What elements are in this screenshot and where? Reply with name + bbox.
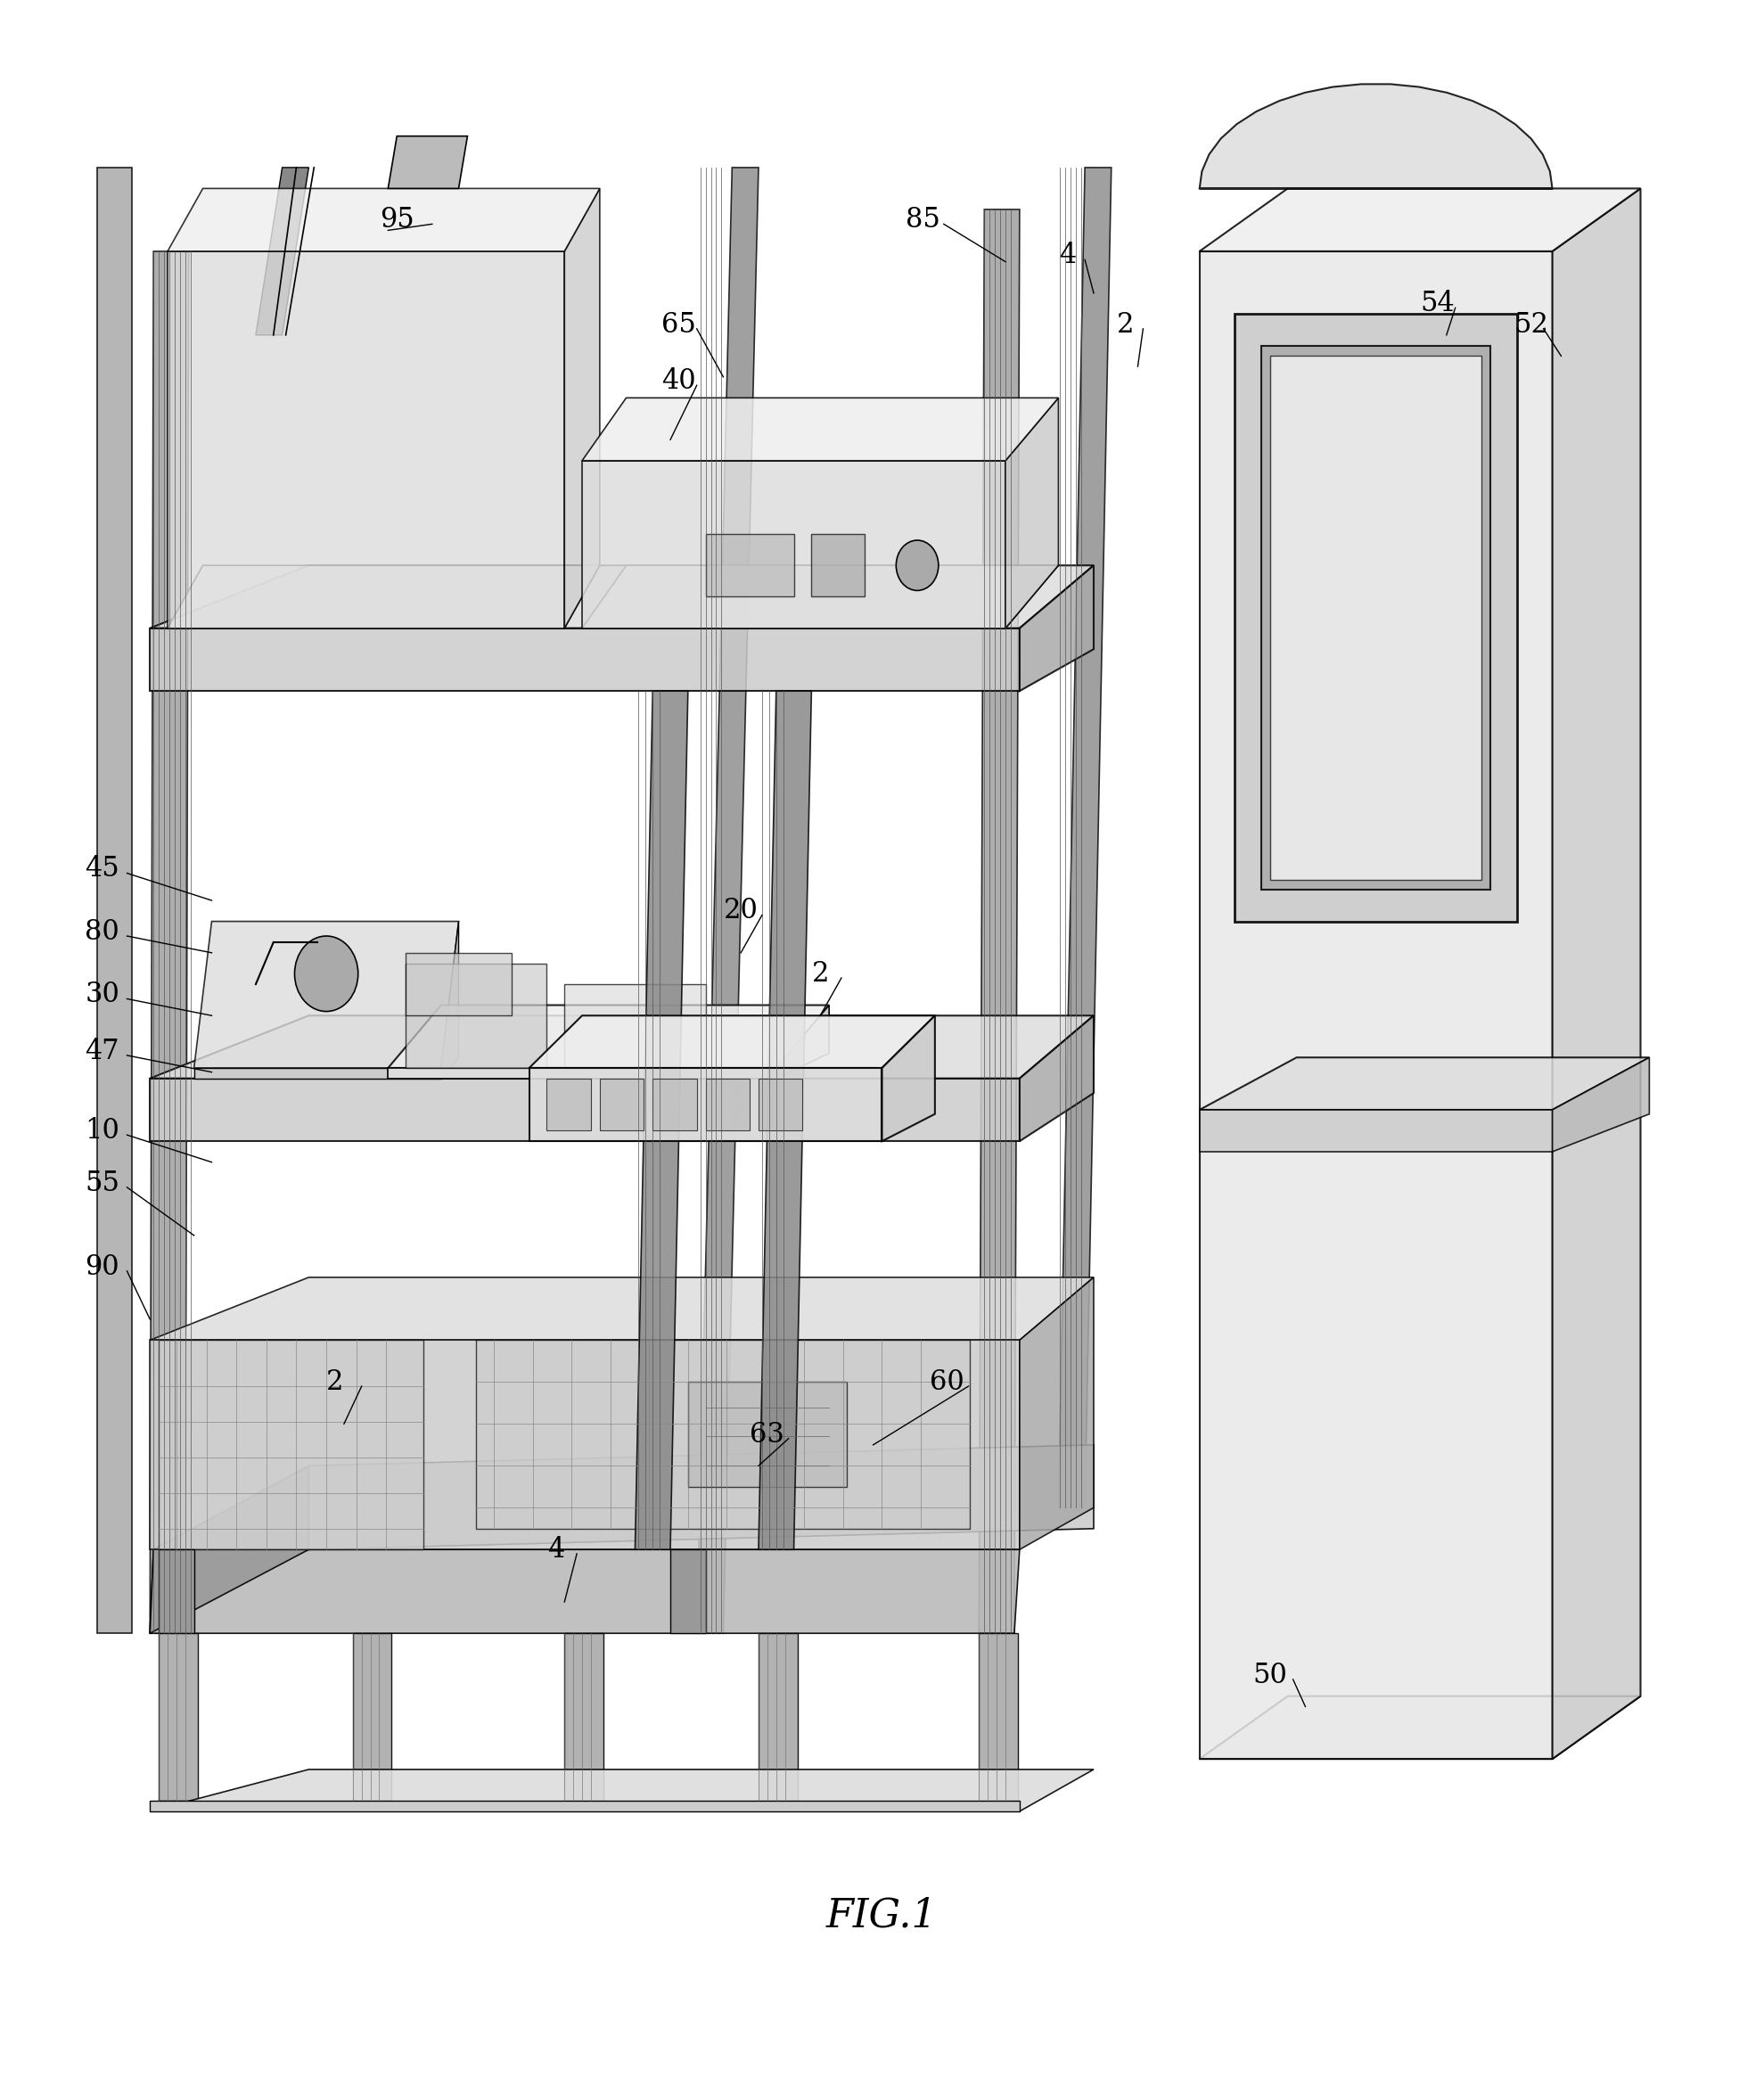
- Text: 90: 90: [85, 1252, 120, 1282]
- Circle shape: [295, 936, 358, 1011]
- Text: 20: 20: [723, 896, 759, 926]
- Text: 54: 54: [1420, 289, 1455, 318]
- Text: 2: 2: [1117, 310, 1134, 339]
- Bar: [706, 534, 794, 597]
- Text: 4: 4: [1058, 241, 1076, 270]
- Bar: [653, 1078, 697, 1131]
- Polygon shape: [150, 1550, 1020, 1633]
- Bar: [476, 1340, 970, 1529]
- Polygon shape: [150, 1801, 1020, 1811]
- Polygon shape: [150, 1277, 1094, 1340]
- Polygon shape: [97, 168, 132, 1633]
- Polygon shape: [150, 251, 189, 1633]
- Polygon shape: [441, 921, 459, 1078]
- Polygon shape: [1235, 314, 1517, 921]
- Bar: [159, 1340, 423, 1550]
- Polygon shape: [159, 1550, 194, 1633]
- Text: 4: 4: [547, 1535, 564, 1564]
- Polygon shape: [1005, 398, 1058, 628]
- Polygon shape: [150, 628, 1020, 691]
- Text: 85: 85: [905, 205, 940, 235]
- Polygon shape: [1200, 188, 1641, 251]
- Polygon shape: [697, 168, 759, 1633]
- Polygon shape: [353, 1633, 392, 1801]
- Polygon shape: [529, 1068, 882, 1141]
- Polygon shape: [1200, 251, 1552, 1759]
- Polygon shape: [582, 565, 1058, 628]
- Polygon shape: [979, 1633, 1018, 1801]
- Text: 30: 30: [85, 980, 120, 1009]
- Polygon shape: [150, 1340, 1020, 1550]
- Text: 50: 50: [1252, 1661, 1288, 1690]
- Polygon shape: [1261, 346, 1491, 890]
- Polygon shape: [1058, 168, 1111, 1508]
- Polygon shape: [1552, 188, 1641, 1759]
- Polygon shape: [979, 209, 1020, 1633]
- Polygon shape: [150, 1078, 1020, 1141]
- Polygon shape: [388, 1005, 829, 1068]
- Polygon shape: [882, 1016, 935, 1141]
- Text: 55: 55: [85, 1168, 120, 1198]
- Bar: [600, 1078, 644, 1131]
- Polygon shape: [582, 461, 1005, 628]
- Polygon shape: [168, 565, 600, 628]
- Polygon shape: [1200, 1057, 1649, 1110]
- Polygon shape: [759, 1633, 797, 1801]
- Polygon shape: [150, 1466, 309, 1633]
- Polygon shape: [1552, 1057, 1649, 1152]
- Text: 95: 95: [379, 205, 415, 235]
- Text: 47: 47: [85, 1037, 120, 1066]
- Polygon shape: [309, 1445, 1094, 1550]
- Text: 80: 80: [85, 917, 120, 946]
- Polygon shape: [670, 1550, 706, 1633]
- Polygon shape: [635, 691, 688, 1550]
- Text: 60: 60: [930, 1367, 965, 1397]
- Bar: [564, 984, 706, 1068]
- Polygon shape: [150, 1769, 1094, 1811]
- Bar: [688, 1382, 847, 1487]
- Polygon shape: [388, 1068, 776, 1078]
- Text: 2: 2: [811, 959, 829, 988]
- Polygon shape: [1200, 84, 1552, 188]
- Polygon shape: [168, 188, 600, 251]
- Polygon shape: [194, 921, 459, 1068]
- Polygon shape: [1020, 565, 1094, 691]
- Polygon shape: [776, 1005, 829, 1078]
- Polygon shape: [150, 565, 1094, 628]
- Polygon shape: [564, 1633, 603, 1801]
- Polygon shape: [1200, 1110, 1552, 1152]
- Text: 2: 2: [326, 1367, 344, 1397]
- Polygon shape: [582, 398, 1058, 461]
- Polygon shape: [564, 188, 600, 628]
- Polygon shape: [194, 1068, 441, 1078]
- Text: FIG.1: FIG.1: [826, 1897, 938, 1935]
- Bar: [811, 534, 864, 597]
- Polygon shape: [168, 251, 564, 628]
- Text: 40: 40: [662, 366, 697, 396]
- Polygon shape: [1200, 1696, 1641, 1759]
- Polygon shape: [256, 168, 309, 335]
- Bar: [547, 1078, 591, 1131]
- Bar: [406, 953, 512, 1016]
- Text: 10: 10: [85, 1116, 120, 1145]
- Polygon shape: [388, 136, 467, 188]
- Polygon shape: [1020, 1277, 1094, 1550]
- Text: 52: 52: [1514, 310, 1549, 339]
- Polygon shape: [159, 1633, 198, 1801]
- Bar: [706, 1078, 750, 1131]
- Text: 45: 45: [85, 854, 120, 884]
- Polygon shape: [529, 1016, 935, 1068]
- Polygon shape: [150, 1016, 1094, 1078]
- Polygon shape: [1020, 1016, 1094, 1141]
- Text: 65: 65: [662, 310, 697, 339]
- Bar: [406, 963, 547, 1068]
- Polygon shape: [1270, 356, 1482, 879]
- Bar: [759, 1078, 803, 1131]
- Polygon shape: [759, 691, 811, 1550]
- Circle shape: [896, 540, 938, 591]
- Text: 63: 63: [750, 1420, 785, 1449]
